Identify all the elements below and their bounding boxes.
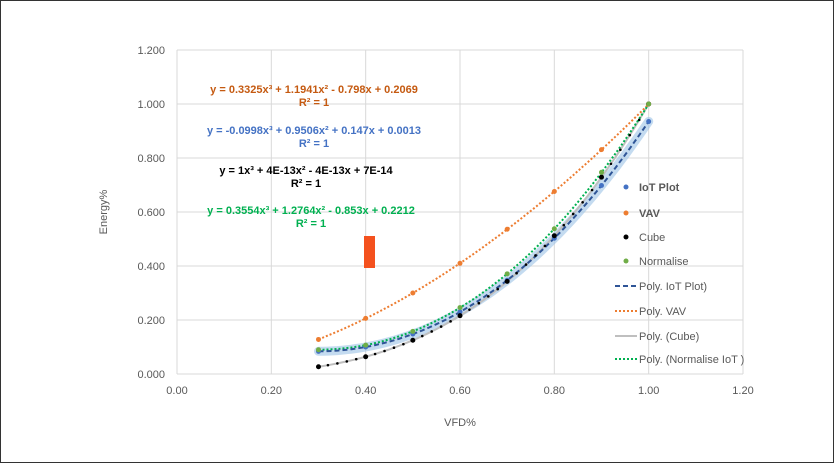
cube-point <box>430 330 434 333</box>
y-tick-label: 0.200 <box>137 315 165 327</box>
point-normalise <box>363 342 369 348</box>
y-axis-label: Energy% <box>98 189 110 234</box>
cube-point <box>609 162 613 166</box>
cube-point <box>562 223 566 227</box>
point-cube <box>363 354 369 360</box>
trendline-r-squared: R² = 1 <box>299 97 329 109</box>
point-cube <box>316 364 321 370</box>
cube-point <box>383 349 386 353</box>
legend-marker <box>623 210 629 216</box>
legend-trendline-label: Poly. (Normalise IoT ) <box>639 354 744 366</box>
legend-label: VAV <box>639 208 661 220</box>
cube-point <box>637 118 641 122</box>
x-tick-label: 0.40 <box>355 385 376 397</box>
trendline-equation: y = 0.3325x³ + 1.1941x² - 0.798x + 0.206… <box>210 84 418 96</box>
point-normalise <box>457 305 463 311</box>
point-cube <box>504 278 510 284</box>
y-tick-label: 0.400 <box>137 261 165 273</box>
point-normalise <box>599 169 604 175</box>
trendline-equation: y = 0.3554x³ + 1.2764x² - 0.853x + 0.221… <box>207 205 415 217</box>
y-tick-label: 1.200 <box>137 45 165 57</box>
cube-point <box>354 357 358 361</box>
point-cube <box>410 337 416 343</box>
point-vav <box>410 290 416 296</box>
y-tick-label: 0.000 <box>137 369 165 381</box>
cube-point <box>487 295 490 298</box>
cube-point <box>345 360 349 363</box>
legend-marker <box>623 234 629 240</box>
point-cube <box>551 233 557 239</box>
cube-point <box>534 254 537 257</box>
trendline-r-squared: R² = 1 <box>299 138 329 150</box>
point-vav <box>457 260 463 266</box>
point-normalise <box>316 347 321 353</box>
trendline-normalise <box>318 103 650 351</box>
point-iot-plot <box>457 309 463 315</box>
point-normalise <box>646 101 652 107</box>
x-tick-label: 1.00 <box>638 385 659 397</box>
legend-label: IoT Plot <box>639 182 680 194</box>
point-iot-plot <box>646 119 652 125</box>
legend-marker <box>623 258 629 264</box>
y-tick-label: 1.000 <box>137 99 165 111</box>
cube-point <box>439 325 443 328</box>
point-cube <box>599 174 604 180</box>
x-axis-label: VFD% <box>444 417 476 429</box>
point-vav <box>504 226 510 232</box>
cube-point <box>571 212 575 216</box>
trendline-r-squared: R² = 1 <box>291 178 321 190</box>
cube-point <box>477 301 481 305</box>
point-normalise <box>410 328 416 334</box>
legend-trendline-label: Poly. (Cube) <box>639 331 699 343</box>
x-tick-label: 0.20 <box>261 385 282 397</box>
legend-label: Cube <box>639 232 665 244</box>
cube-point <box>590 188 594 192</box>
trendline-iot-plot <box>318 120 650 353</box>
point-normalise <box>551 226 557 232</box>
cube-point <box>420 334 424 338</box>
point-vav <box>363 315 369 321</box>
cube-point <box>515 271 518 275</box>
legend-trendline-label: Poly. VAV <box>639 306 687 318</box>
cube-point <box>619 148 622 152</box>
cube-point <box>402 342 405 346</box>
trendline-equation: y = 1x³ + 4E-13x² - 4E-13x + 7E-14 <box>219 165 393 177</box>
point-vav <box>316 336 321 342</box>
point-normalise <box>504 271 510 277</box>
cube-point <box>449 320 452 323</box>
cube-point <box>373 352 377 356</box>
point-cube <box>457 313 463 319</box>
legend-trendline-label: Poly. IoT Plot) <box>639 281 707 293</box>
y-tick-label: 0.800 <box>137 153 165 165</box>
trendline-equation: y = -0.0998x³ + 0.9506x² + 0.147x + 0.00… <box>207 125 421 137</box>
point-vav <box>599 147 604 153</box>
cube-point <box>628 133 632 137</box>
cube-point <box>524 263 528 266</box>
trendline-vav <box>318 103 650 341</box>
y-tick-label: 0.600 <box>137 207 165 219</box>
trendline-r-squared: R² = 1 <box>296 218 326 230</box>
trendline-cube <box>318 103 650 368</box>
x-tick-label: 0.00 <box>166 385 187 397</box>
cube-point <box>336 362 339 365</box>
cube-point <box>392 346 396 350</box>
legend-marker <box>623 184 629 190</box>
x-tick-label: 0.80 <box>544 385 565 397</box>
cube-point <box>581 200 584 204</box>
x-tick-label: 0.60 <box>449 385 470 397</box>
point-vav <box>551 188 557 194</box>
cube-point <box>326 363 330 367</box>
cube-point <box>496 287 500 291</box>
point-iot-plot <box>599 183 604 189</box>
legend-label: Normalise <box>639 256 689 268</box>
annotation-marker <box>364 236 375 268</box>
cube-point <box>543 244 547 248</box>
x-tick-label: 1.20 <box>732 385 753 397</box>
cube-point <box>468 308 471 311</box>
